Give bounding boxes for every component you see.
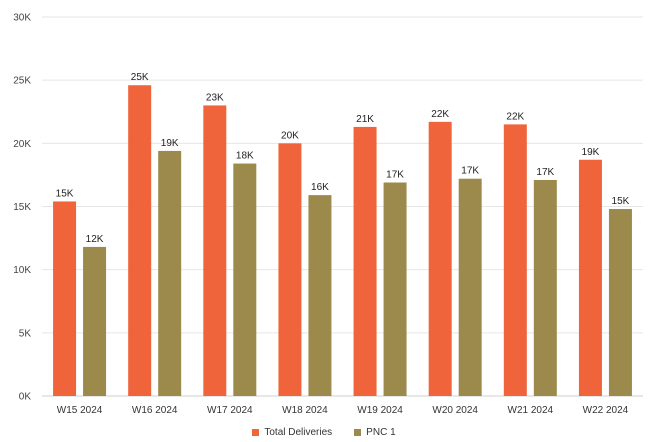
y-axis-ticks: 0K 5K 10K 15K 20K 25K 30K bbox=[13, 13, 31, 403]
y-tick-label: 15K bbox=[13, 202, 31, 213]
legend-label-total-deliveries: Total Deliveries bbox=[264, 426, 333, 438]
bar-pnc-1 bbox=[158, 150, 182, 396]
legend-item-pnc-1: PNC 1 bbox=[354, 426, 396, 438]
bar-total-deliveries bbox=[353, 126, 377, 396]
legend-label-pnc-1: PNC 1 bbox=[366, 426, 396, 438]
data-labels: 15K 12K 25K 19K 23K 18K 20K 16K 21K 17K 22K 17K 22K 1… bbox=[56, 72, 630, 245]
bar-total-deliveries bbox=[503, 124, 527, 396]
bar-total-deliveries bbox=[578, 159, 602, 396]
legend-swatch-total-deliveries bbox=[252, 428, 260, 436]
y-tick-label: 5K bbox=[19, 328, 32, 339]
y-tick-label: 20K bbox=[13, 139, 31, 150]
bar-pnc-1 bbox=[533, 179, 557, 396]
data-label: 17K bbox=[461, 166, 479, 177]
y-tick-label: 30K bbox=[13, 13, 31, 24]
legend: Total Deliveries PNC 1 bbox=[0, 424, 648, 440]
bar-total-deliveries bbox=[428, 121, 452, 397]
bar-pnc-1 bbox=[458, 178, 482, 396]
data-label: 15K bbox=[612, 196, 630, 207]
y-tick-label: 25K bbox=[13, 76, 31, 87]
bars bbox=[53, 85, 632, 397]
x-category-label: W17 2024 bbox=[207, 405, 253, 416]
y-tick-label: 10K bbox=[13, 265, 31, 276]
data-label: 16K bbox=[311, 182, 329, 193]
data-label: 17K bbox=[386, 169, 404, 180]
data-label: 25K bbox=[131, 72, 149, 83]
x-category-label: W22 2024 bbox=[583, 405, 629, 416]
data-label: 19K bbox=[161, 138, 179, 149]
data-label: 18K bbox=[236, 151, 254, 162]
bar-pnc-1 bbox=[383, 182, 407, 396]
bar-total-deliveries bbox=[128, 85, 152, 396]
bar-total-deliveries bbox=[278, 143, 302, 396]
x-category-label: W16 2024 bbox=[132, 405, 178, 416]
x-axis-categories: W15 2024 W16 2024 W17 2024 W18 2024 W19 2024… bbox=[57, 405, 629, 416]
y-tick-label: 0K bbox=[19, 392, 32, 403]
data-label: 22K bbox=[431, 109, 449, 120]
legend-item-total-deliveries: Total Deliveries bbox=[252, 427, 332, 438]
bar-pnc-1 bbox=[608, 209, 632, 396]
bar-pnc-1 bbox=[308, 195, 332, 396]
x-category-label: W19 2024 bbox=[357, 405, 403, 416]
legend-swatch-pnc-1 bbox=[354, 428, 362, 436]
x-category-label: W18 2024 bbox=[282, 405, 328, 416]
x-category-label: W20 2024 bbox=[432, 405, 478, 416]
bar-total-deliveries bbox=[53, 201, 77, 396]
bar-pnc-1 bbox=[233, 163, 257, 396]
data-label: 15K bbox=[56, 188, 74, 199]
data-label: 23K bbox=[206, 92, 224, 103]
data-label: 20K bbox=[281, 130, 299, 141]
x-category-label: W21 2024 bbox=[508, 405, 554, 416]
x-category-label: W15 2024 bbox=[57, 405, 103, 416]
data-label: 22K bbox=[506, 111, 524, 122]
data-label: 17K bbox=[536, 167, 554, 178]
bar-chart: 0K 5K 10K 15K 20K 25K 30K 15K 12K 25K 19K 23K 18K 20… bbox=[13, 13, 643, 416]
data-label: 12K bbox=[86, 234, 104, 245]
data-label: 21K bbox=[356, 114, 374, 125]
data-label: 19K bbox=[582, 147, 600, 158]
bar-total-deliveries bbox=[203, 105, 227, 396]
bar-pnc-1 bbox=[83, 246, 107, 396]
